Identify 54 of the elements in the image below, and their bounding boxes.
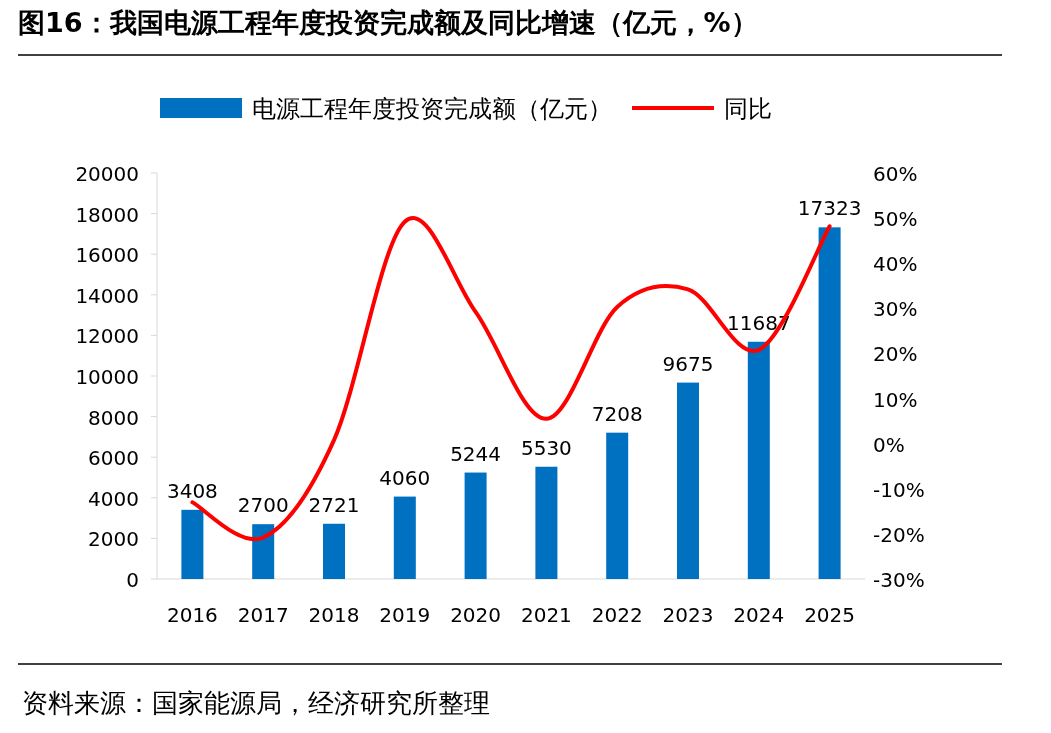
legend-label: 电源工程年度投资完成额（亿元） (252, 95, 612, 123)
y2-tick-label: 0% (873, 432, 905, 457)
bar (535, 466, 558, 579)
x-tick-label: 2024 (733, 603, 785, 627)
x-tick-label: 2023 (662, 603, 714, 627)
y-tick-label: 8000 (88, 405, 139, 430)
y2-tick-label: -10% (873, 477, 925, 502)
y-tick-label: 10000 (75, 365, 139, 389)
data-label: 4060 (379, 465, 431, 490)
bar (464, 472, 487, 579)
data-label: 2721 (308, 492, 360, 517)
y2-tick-label: 40% (873, 252, 918, 277)
bar (323, 523, 345, 579)
bar (818, 227, 841, 579)
data-label: 3408 (166, 478, 218, 503)
x-tick-label: 2025 (804, 603, 856, 627)
y2-tick-label: 30% (873, 297, 918, 322)
bar (393, 496, 416, 579)
y-tick-label: 12000 (75, 324, 139, 349)
text: 资料来源：国家能源局，经济研究所整理 (22, 688, 490, 718)
bar (181, 509, 204, 579)
y-tick-label: 14000 (75, 283, 139, 308)
x-tick-label: 2017 (237, 603, 289, 627)
y-tick-label: 2000 (88, 527, 139, 552)
y2-tick-label: 10% (873, 387, 918, 412)
y2-tick-label: 50% (873, 207, 918, 232)
x-tick-label: 2020 (450, 603, 502, 627)
chart-title: 图16：我国电源工程年度投资完成额及同比增速（亿元，%） (18, 7, 758, 38)
y-tick-label: 4000 (88, 486, 139, 511)
data-label: 7208 (591, 401, 643, 426)
legend-label: 同比 (724, 95, 772, 123)
bar (252, 524, 275, 579)
bar (606, 432, 629, 579)
y2-tick-label: -20% (873, 522, 925, 547)
data-label: 5530 (520, 435, 572, 460)
bar (747, 341, 770, 579)
x-tick-label: 2018 (308, 603, 360, 627)
y-tick-label: 16000 (75, 243, 139, 268)
data-label: 2700 (237, 493, 289, 518)
x-tick-label: 2021 (520, 603, 572, 627)
y-tick-label: 6000 (88, 446, 139, 471)
bar (677, 382, 699, 579)
y2-tick-label: 20% (873, 342, 918, 367)
data-label: 9675 (662, 351, 714, 376)
y-tick-label: 0 (126, 568, 139, 592)
y2-tick-label: 60% (873, 162, 918, 186)
x-tick-label: 2016 (166, 603, 218, 627)
y2-tick-label: -30% (873, 568, 925, 592)
y-tick-label: 20000 (75, 162, 139, 186)
x-tick-label: 2019 (379, 603, 431, 627)
y-tick-label: 18000 (75, 202, 139, 227)
data-label: 17323 (797, 196, 862, 221)
x-tick-label: 2022 (591, 603, 643, 627)
data-label: 5244 (450, 441, 502, 466)
